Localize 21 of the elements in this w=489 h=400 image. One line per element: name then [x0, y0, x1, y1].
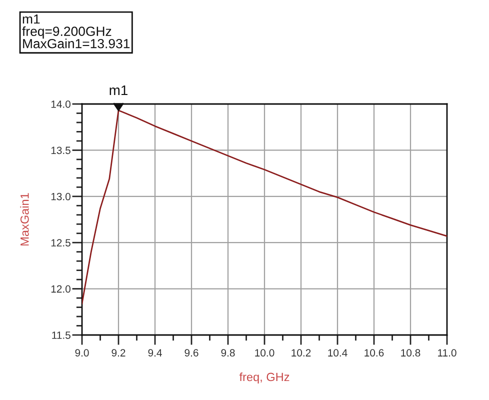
x-tick-label: 10.6	[364, 349, 384, 357]
y-axis-title: MaxGain1	[20, 193, 29, 246]
x-tick-label: 9.2	[112, 349, 126, 357]
x-tick-label: 10.8	[401, 349, 420, 357]
y-tick-label: 12.0	[51, 285, 70, 293]
y-tick-label: 11.5	[52, 332, 70, 339]
x-tick-label: 9.8	[221, 349, 235, 357]
text: m1 freq=9.200GHz MaxGain1=13.931	[22, 14, 130, 48]
x-tick-label: 9.6	[184, 349, 198, 357]
x-tick-label: 9.4	[148, 349, 162, 357]
x-tick-label: 10.2	[292, 349, 311, 357]
y-tick-label: 13.5	[51, 146, 70, 154]
y-tick-label: 12.5	[51, 239, 70, 246]
x-tick-label: 11.0	[438, 349, 456, 357]
x-axis-title: freq, GHz	[239, 372, 290, 384]
x-tick-label: 10.0	[255, 349, 274, 357]
y-tick-label: 13.0	[51, 192, 70, 200]
y-tick-label: 14.0	[51, 100, 70, 108]
annotation: m1	[110, 85, 128, 95]
x-tick-label: 10.4	[328, 349, 348, 357]
x-tick-label: 9.0	[75, 349, 89, 357]
